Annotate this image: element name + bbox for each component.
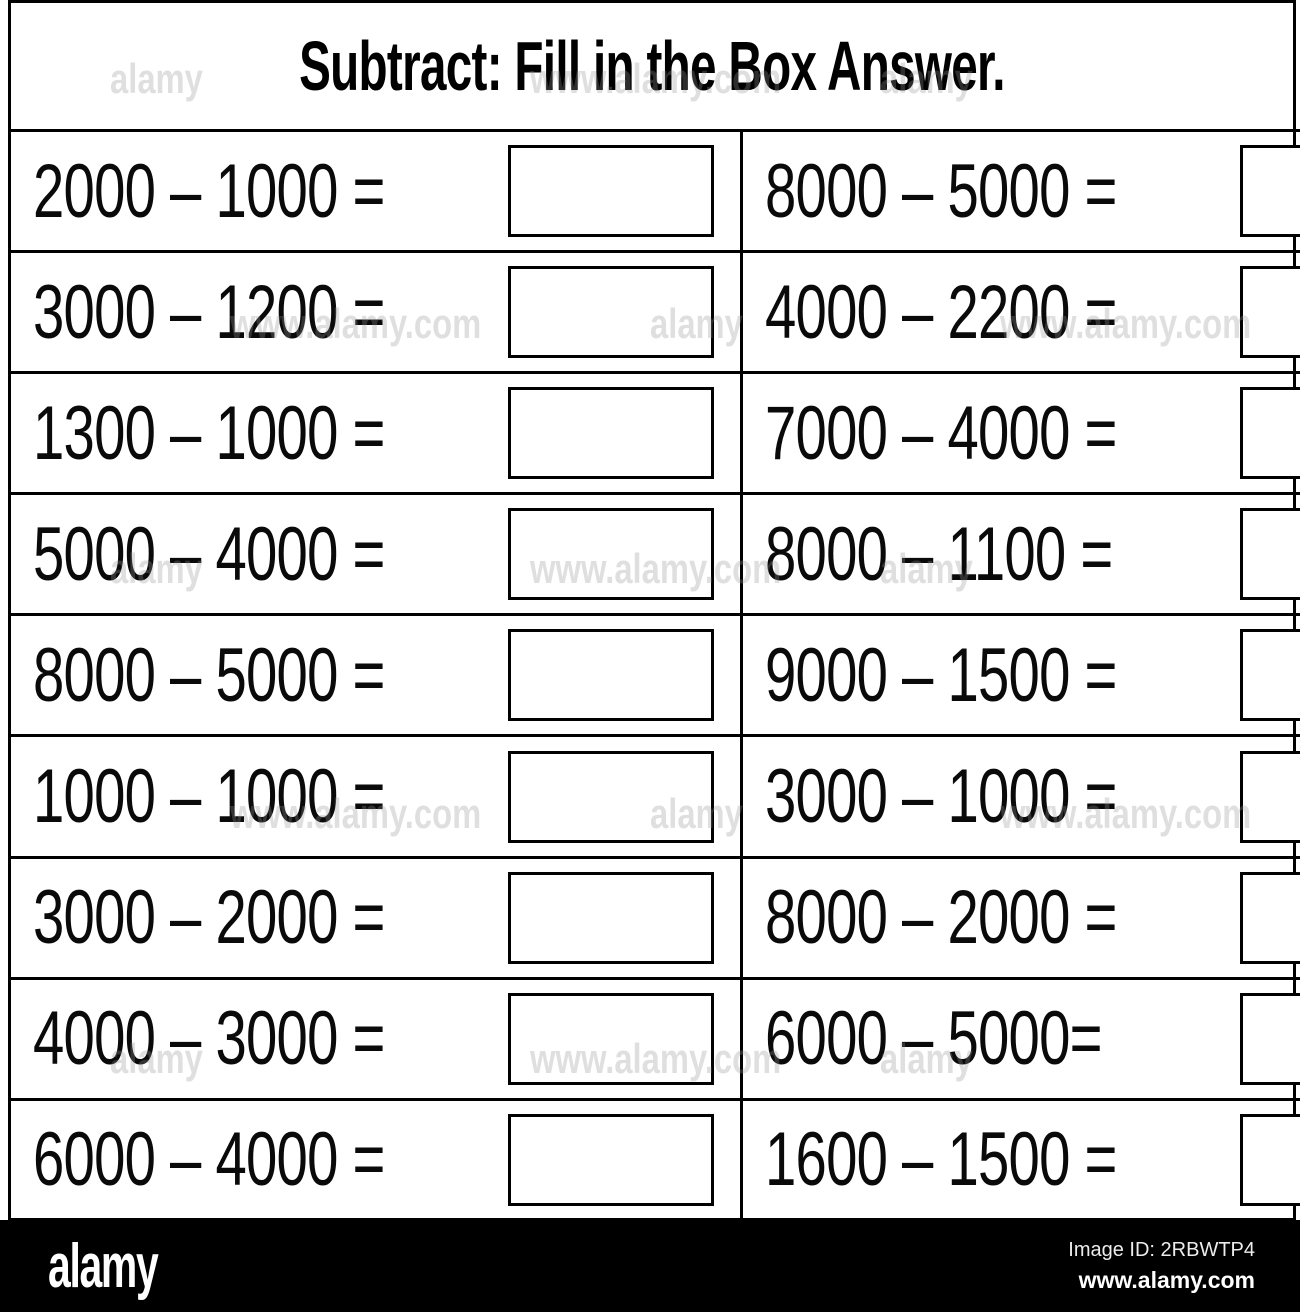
answer-box[interactable] bbox=[508, 629, 715, 722]
problem-expression: 3000 – 1200 = bbox=[33, 269, 385, 355]
alamy-logo: alamy bbox=[48, 1231, 159, 1301]
problem-cell: 2000 – 1000 = bbox=[11, 129, 741, 250]
problem-cell: 8000 – 5000 = bbox=[11, 613, 741, 734]
answer-box[interactable] bbox=[508, 508, 715, 601]
problem-cell: 1000 – 1000 = bbox=[11, 734, 741, 855]
problem-expression: 4000 – 3000 = bbox=[33, 996, 385, 1082]
answer-box[interactable] bbox=[1240, 750, 1300, 843]
problem-expression: 1600 – 1500 = bbox=[765, 1117, 1117, 1203]
answer-box[interactable] bbox=[508, 266, 715, 359]
answer-box[interactable] bbox=[508, 992, 715, 1085]
problem-cell: 3000 – 1200 = bbox=[11, 250, 741, 371]
problem-cell: 1600 – 1500 = bbox=[740, 1097, 1300, 1219]
problem-cell: 4000 – 3000 = bbox=[11, 976, 741, 1098]
footer-url-text: www.alamy.com bbox=[1078, 1266, 1255, 1293]
answer-box[interactable] bbox=[508, 871, 715, 964]
page-title: Subtract: Fill in the Box Answer. bbox=[299, 27, 1005, 105]
problem-expression: 8000 – 5000 = bbox=[33, 632, 385, 718]
answer-box[interactable] bbox=[1240, 1113, 1300, 1206]
answer-box[interactable] bbox=[1240, 629, 1300, 722]
problem-cell: 7000 – 4000 = bbox=[740, 371, 1300, 493]
answer-box[interactable] bbox=[508, 1113, 715, 1206]
answer-box[interactable] bbox=[508, 387, 715, 480]
image-id-text: Image ID: 2RBWTP4 bbox=[1068, 1238, 1255, 1261]
answer-box[interactable] bbox=[1240, 508, 1300, 601]
problem-cell: 8000 – 2000 = bbox=[740, 855, 1300, 977]
problems-grid: 2000 – 1000 = 8000 – 5000 = 3000 – 1200 … bbox=[11, 129, 1300, 1219]
problem-cell: 3000 – 1000 = bbox=[740, 734, 1300, 856]
answer-box[interactable] bbox=[1240, 992, 1300, 1085]
problem-cell: 9000 – 1500 = bbox=[740, 613, 1300, 735]
answer-box[interactable] bbox=[1240, 266, 1300, 359]
answer-box[interactable] bbox=[508, 750, 715, 843]
problem-cell: 4000 – 2200 = bbox=[740, 250, 1300, 372]
problem-expression: 8000 – 2000 = bbox=[765, 875, 1117, 961]
problem-expression: 4000 – 2200 = bbox=[765, 269, 1117, 355]
problem-expression: 7000 – 4000 = bbox=[765, 390, 1117, 476]
problem-cell: 8000 – 5000 = bbox=[740, 129, 1300, 251]
answer-box[interactable] bbox=[1240, 387, 1300, 480]
problem-expression: 8000 – 1100 = bbox=[765, 511, 1113, 597]
problem-cell: 1300 – 1000 = bbox=[11, 371, 741, 492]
problem-expression: 2000 – 1000 = bbox=[33, 148, 385, 234]
worksheet-table: Subtract: Fill in the Box Answer. 2000 –… bbox=[8, 0, 1300, 1221]
problem-expression: 3000 – 2000 = bbox=[33, 875, 385, 961]
footer-bar: alamy Image ID: 2RBWTP4 www.alamy.com bbox=[0, 1220, 1300, 1312]
problem-expression: 6000 – 4000 = bbox=[33, 1117, 385, 1203]
worksheet-title-row: Subtract: Fill in the Box Answer. bbox=[11, 3, 1293, 129]
problem-cell: 6000 – 4000 = bbox=[11, 1097, 741, 1219]
problem-cell: 3000 – 2000 = bbox=[11, 855, 741, 977]
problem-expression: 3000 – 1000 = bbox=[765, 754, 1117, 840]
problem-expression: 8000 – 5000 = bbox=[765, 148, 1117, 234]
problem-expression: 5000 – 4000 = bbox=[33, 511, 385, 597]
answer-box[interactable] bbox=[1240, 145, 1300, 238]
problem-expression: 1300 – 1000 = bbox=[33, 390, 385, 476]
footer-meta: Image ID: 2RBWTP4 www.alamy.com bbox=[1068, 1239, 1255, 1294]
answer-box[interactable] bbox=[1240, 871, 1300, 964]
problem-cell: 8000 – 1100 = bbox=[740, 492, 1300, 614]
problem-expression: 6000 – 5000= bbox=[765, 996, 1102, 1082]
problem-expression: 9000 – 1500 = bbox=[765, 632, 1117, 718]
problem-cell: 5000 – 4000 = bbox=[11, 492, 741, 613]
problem-expression: 1000 – 1000 = bbox=[33, 754, 385, 840]
problem-cell: 6000 – 5000= bbox=[740, 976, 1300, 1098]
answer-box[interactable] bbox=[508, 145, 715, 238]
